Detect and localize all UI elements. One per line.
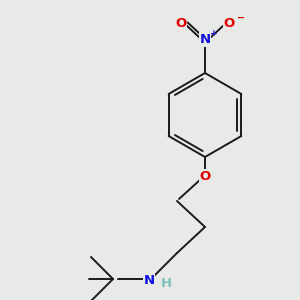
Text: H: H: [161, 277, 172, 290]
Text: +: +: [210, 28, 218, 38]
Text: N: N: [200, 33, 211, 46]
Text: O: O: [176, 17, 187, 30]
Text: O: O: [224, 17, 235, 30]
Text: O: O: [200, 170, 211, 183]
Text: N: N: [143, 274, 155, 287]
Text: −: −: [237, 13, 245, 23]
